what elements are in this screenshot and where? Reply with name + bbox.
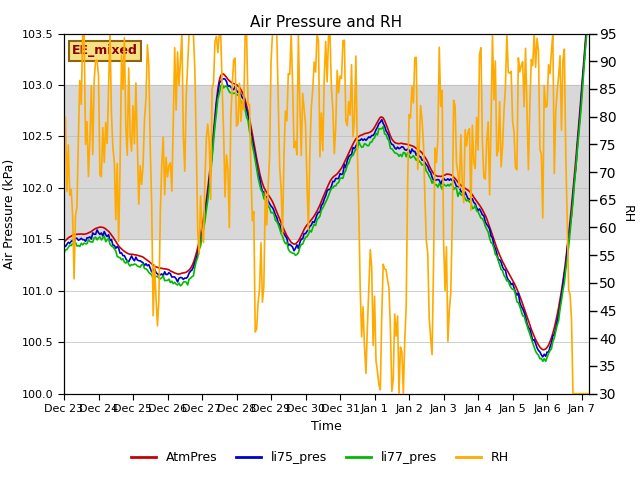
Bar [64, 85, 589, 240]
Title: Air Pressure and RH: Air Pressure and RH [250, 15, 403, 30]
Y-axis label: Air Pressure (kPa): Air Pressure (kPa) [3, 158, 16, 269]
Text: EE_mixed: EE_mixed [72, 44, 138, 58]
X-axis label: Time: Time [311, 420, 342, 432]
Y-axis label: RH: RH [621, 204, 634, 223]
Legend: AtmPres, li75_pres, li77_pres, RH: AtmPres, li75_pres, li77_pres, RH [125, 446, 515, 469]
